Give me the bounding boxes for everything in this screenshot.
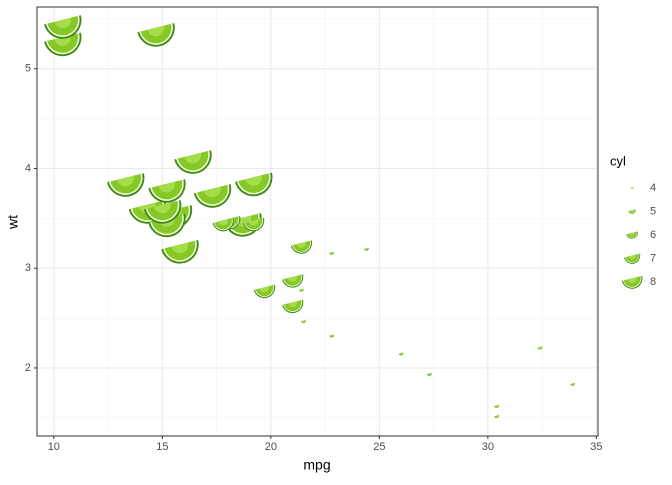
lime xyxy=(300,320,306,324)
y-tick-label: 2 xyxy=(25,362,31,374)
lime xyxy=(426,372,432,376)
lime xyxy=(143,200,182,224)
lime xyxy=(193,184,232,208)
lime xyxy=(174,150,212,174)
legend-label: 4 xyxy=(650,182,656,194)
lime xyxy=(235,172,273,197)
y-tick-label: 3 xyxy=(25,262,31,274)
lime xyxy=(44,32,82,57)
lime xyxy=(329,334,335,338)
panel-border xyxy=(36,6,599,437)
legend-label: 8 xyxy=(650,276,656,288)
lime xyxy=(363,247,369,251)
x-tick-label: 15 xyxy=(156,441,168,453)
lime xyxy=(148,179,186,203)
x-tick-label: 30 xyxy=(482,441,494,453)
legend-title: cyl xyxy=(610,153,626,168)
lime xyxy=(494,404,499,408)
lime xyxy=(161,240,199,264)
lime xyxy=(329,251,335,255)
lime xyxy=(253,284,276,299)
lime xyxy=(537,346,543,350)
legend-key xyxy=(621,275,643,289)
lime xyxy=(290,240,312,254)
lime xyxy=(494,415,499,419)
legend-label: 6 xyxy=(650,229,656,241)
lime xyxy=(398,352,404,356)
legend-label: 7 xyxy=(650,252,656,264)
lime xyxy=(282,274,304,288)
lime xyxy=(44,15,82,39)
y-tick-label: 4 xyxy=(25,162,31,174)
y-tick-label: 5 xyxy=(25,63,31,75)
lime xyxy=(570,382,575,386)
legend-key xyxy=(624,253,641,264)
legend-key xyxy=(628,209,636,214)
x-tick-label: 20 xyxy=(265,441,277,453)
x-tick-label: 10 xyxy=(48,441,60,453)
lime xyxy=(107,173,145,197)
legend-key xyxy=(626,231,638,239)
legend-key xyxy=(630,187,634,189)
x-tick-label: 35 xyxy=(590,441,602,453)
lime xyxy=(243,217,265,232)
x-tick-label: 25 xyxy=(373,441,385,453)
lime xyxy=(212,217,234,232)
lime xyxy=(298,288,304,292)
y-axis-label: wt xyxy=(5,215,21,230)
lime xyxy=(137,23,175,47)
legend-label: 5 xyxy=(650,205,656,217)
x-axis-label: mpg xyxy=(303,457,330,473)
lime xyxy=(282,299,304,314)
